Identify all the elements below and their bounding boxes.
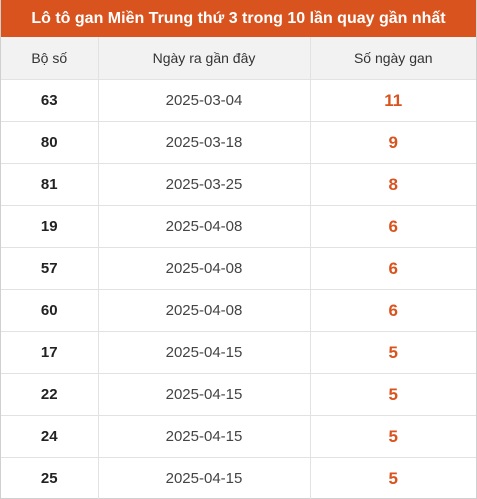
table-row: 19 2025-04-08 6 (1, 205, 476, 248)
row-number: 19 (1, 205, 99, 248)
row-date: 2025-03-18 (98, 121, 311, 164)
row-date: 2025-04-15 (98, 373, 311, 416)
table-row: 25 2025-04-15 5 (1, 457, 476, 499)
row-days: 6 (310, 205, 476, 248)
row-days: 5 (310, 373, 476, 416)
table-row: 63 2025-03-04 11 (1, 79, 476, 122)
table-row: 60 2025-04-08 6 (1, 289, 476, 332)
row-number: 25 (1, 457, 99, 499)
row-date: 2025-04-15 (98, 415, 311, 458)
row-number: 63 (1, 79, 99, 122)
row-date: 2025-03-25 (98, 163, 311, 206)
row-days: 5 (388, 468, 398, 488)
table-row: 17 2025-04-15 5 (1, 331, 476, 374)
row-days: 8 (310, 163, 476, 206)
row-days: 5 (310, 415, 476, 458)
row-date: 2025-04-08 (98, 247, 311, 290)
row-days: 6 (310, 247, 476, 290)
row-date: 2025-04-15 (98, 457, 311, 499)
table-header-row: Bộ số Ngày ra gần đây Số ngày gan (1, 37, 476, 80)
row-days: 11 (310, 79, 476, 122)
table-row: 80 2025-03-18 9 (1, 121, 476, 164)
table-row: 22 2025-04-15 5 (1, 373, 476, 416)
row-number: 57 (1, 247, 99, 290)
header-recent-date: Ngày ra gần đây (98, 37, 311, 80)
row-number: 22 (1, 373, 99, 416)
row-days: 5 (310, 331, 476, 374)
panel-title: Lô tô gan Miền Trung thứ 3 trong 10 lần … (1, 0, 476, 37)
row-date: 2025-04-08 (98, 289, 311, 332)
table-row: 24 2025-04-15 5 (1, 415, 476, 458)
row-number: 24 (1, 415, 99, 458)
row-date: 2025-03-04 (98, 79, 311, 122)
row-days: 9 (310, 121, 476, 164)
lotto-gan-table: Bộ số Ngày ra gần đây Số ngày gan 63 202… (1, 37, 476, 499)
row-number: 17 (1, 331, 99, 374)
row-days: 6 (310, 289, 476, 332)
row-number: 80 (1, 121, 99, 164)
row-number: 60 (1, 289, 99, 332)
header-number: Bộ số (1, 37, 99, 80)
row-date: 2025-04-15 (98, 331, 311, 374)
row-date: 2025-04-08 (98, 205, 311, 248)
table-row: 81 2025-03-25 8 (1, 163, 476, 206)
header-gan-days: Số ngày gan (310, 37, 476, 80)
row-number: 81 (1, 163, 99, 206)
table-row: 57 2025-04-08 6 (1, 247, 476, 290)
